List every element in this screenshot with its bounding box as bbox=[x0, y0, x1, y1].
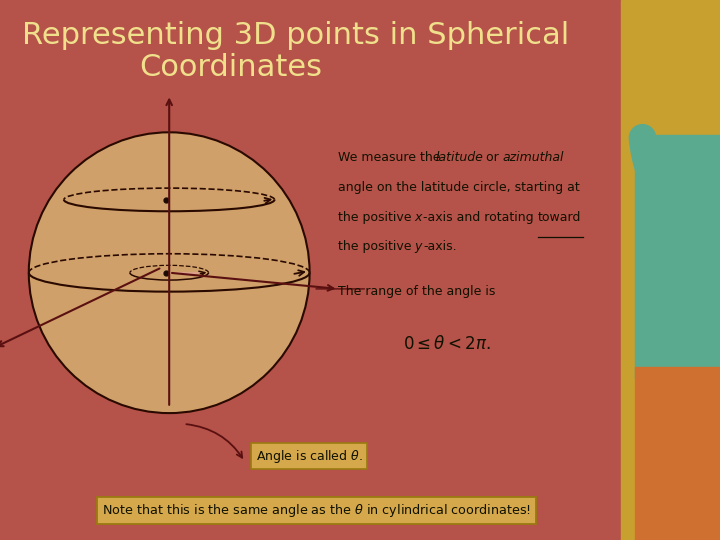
Bar bbox=[635, 135, 720, 378]
Text: Coordinates: Coordinates bbox=[139, 53, 322, 82]
Text: -axis.: -axis. bbox=[423, 240, 457, 253]
Text: toward: toward bbox=[538, 211, 581, 224]
Text: We measure the: We measure the bbox=[338, 151, 445, 164]
Bar bbox=[621, 0, 720, 540]
Text: y: y bbox=[414, 240, 421, 253]
Text: -axis and rotating: -axis and rotating bbox=[423, 211, 538, 224]
Bar bbox=[635, 367, 720, 540]
Text: Note that this is the same angle as the $\theta$ in cylindrical coordinates!: Note that this is the same angle as the … bbox=[102, 502, 531, 519]
Text: x: x bbox=[414, 211, 421, 224]
Text: or: or bbox=[482, 151, 503, 164]
Text: $0 \leq \theta < 2\pi.$: $0 \leq \theta < 2\pi.$ bbox=[403, 335, 491, 353]
Text: Angle is called $\theta$.: Angle is called $\theta$. bbox=[256, 448, 362, 465]
Text: angle on the latitude circle, starting at: angle on the latitude circle, starting a… bbox=[338, 181, 580, 194]
Text: Representing 3D points in Spherical: Representing 3D points in Spherical bbox=[22, 21, 569, 50]
Text: latitude: latitude bbox=[436, 151, 483, 164]
Text: the positive: the positive bbox=[338, 240, 416, 253]
Ellipse shape bbox=[29, 132, 310, 413]
Text: the positive: the positive bbox=[338, 211, 416, 224]
Text: The range of the angle is: The range of the angle is bbox=[338, 285, 496, 298]
Text: azimuthal: azimuthal bbox=[503, 151, 564, 164]
FancyArrowPatch shape bbox=[642, 138, 717, 242]
